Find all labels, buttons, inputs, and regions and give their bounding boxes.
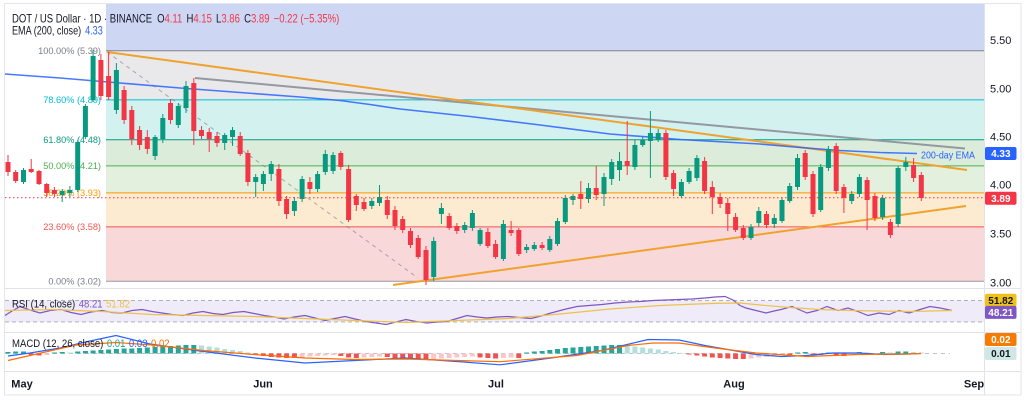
svg-text:EMA (200, close)4.33: EMA (200, close) 4.33	[12, 26, 103, 38]
svg-text:50.00% (4.21): 50.00% (4.21)	[43, 161, 101, 171]
svg-text:0.02: 0.02	[991, 335, 1011, 346]
svg-text:Jul: Jul	[488, 379, 504, 391]
svg-text:100.00% (5.39): 100.00% (5.39)	[38, 46, 101, 56]
svg-text:May: May	[11, 379, 33, 391]
svg-text:4.33: 4.33	[991, 149, 1011, 160]
svg-text:78.60% (4.89): 78.60% (4.89)	[43, 95, 101, 105]
svg-text:0.00% (3.02): 0.00% (3.02)	[48, 277, 101, 287]
svg-text:5.00: 5.00	[990, 84, 1011, 96]
svg-text:Aug: Aug	[723, 379, 744, 391]
svg-text:Jun: Jun	[253, 379, 273, 391]
svg-text:48.21: 48.21	[988, 308, 1013, 319]
svg-text:4.50: 4.50	[990, 132, 1011, 144]
svg-text:5.50: 5.50	[990, 35, 1011, 47]
svg-text:200-day EMA: 200-day EMA	[921, 150, 975, 162]
svg-text:MACD (12, 26, close)0.010.030.: MACD (12, 26, close) 0.01 0.03 0.02	[12, 338, 170, 350]
svg-text:23.60% (3.58): 23.60% (3.58)	[43, 222, 101, 232]
svg-text:Sep: Sep	[964, 379, 984, 391]
svg-text:4.00: 4.00	[990, 180, 1011, 192]
svg-text:3.89: 3.89	[991, 194, 1011, 205]
svg-text:DOT / US Dollar · 1D · BINANCE: DOT / US Dollar · 1D · BINANCE O4.11 H4.15…	[12, 13, 339, 26]
svg-text:61.80% (4.48): 61.80% (4.48)	[43, 135, 101, 145]
svg-text:38.20% (3.93): 38.20% (3.93)	[43, 188, 101, 198]
svg-text:51.82: 51.82	[988, 296, 1013, 307]
svg-text:3.50: 3.50	[990, 229, 1011, 241]
svg-text:0.01: 0.01	[991, 349, 1011, 360]
svg-text:3.00: 3.00	[990, 278, 1011, 290]
